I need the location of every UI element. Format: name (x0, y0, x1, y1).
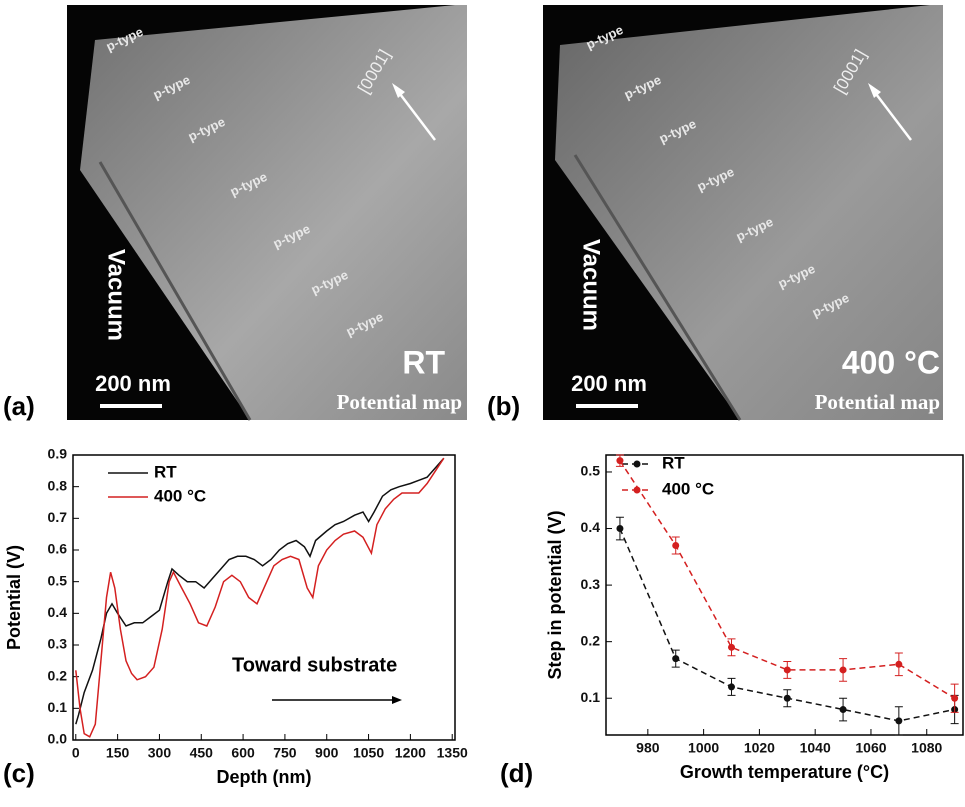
x-tick-label: 1080 (911, 740, 942, 756)
edge (98, 161, 252, 421)
y-tick-label: 0.5 (581, 463, 601, 479)
y-tick-label: 0.2 (581, 632, 601, 648)
x-axis-label: Growth temperature (°C) (680, 762, 889, 782)
sample-region (80, 5, 467, 420)
y-tick-label: 0.3 (581, 576, 601, 592)
legend-label: RT (154, 462, 177, 481)
legend-label: 400 °C (154, 486, 206, 505)
marker (616, 525, 624, 533)
x-axis-label: Depth (nm) (217, 767, 312, 787)
marker (951, 694, 959, 702)
x-tick-label: 0 (72, 745, 80, 761)
y-axis-label: Potential (V) (4, 545, 24, 650)
edge (573, 154, 742, 421)
map-label: Potential map (815, 390, 940, 414)
y-tick-label: 0.1 (581, 689, 601, 705)
x-tick-label: 980 (636, 740, 660, 756)
plot-frame (605, 454, 964, 736)
marker (728, 683, 736, 691)
y-tick-label: 0.1 (48, 699, 68, 715)
x-tick-label: 1060 (855, 740, 886, 756)
arrow-head (392, 83, 405, 98)
vacuum-label: Vacuum (578, 239, 605, 331)
x-tick-label: 300 (148, 745, 172, 761)
marker (728, 643, 736, 651)
x-tick-label: 600 (231, 745, 255, 761)
x-tick-label: 1000 (688, 740, 719, 756)
scale-label: 200 nm (571, 371, 647, 396)
marker (783, 694, 791, 702)
marker (672, 655, 680, 663)
y-tick-label: 0.7 (48, 509, 68, 525)
y-tick-label: 0.5 (48, 572, 68, 588)
scale-label: 200 nm (95, 371, 171, 396)
y-axis-label: Step in potential (V) (545, 510, 565, 679)
condition-label: 400 °C (842, 344, 940, 380)
panel-label: (c) (3, 758, 35, 788)
panel-label: (b) (487, 391, 520, 421)
y-tick-label: 0.8 (48, 477, 68, 493)
y-tick-label: 0.4 (581, 519, 601, 535)
scale-bar (100, 404, 162, 408)
x-tick-label: 1040 (800, 740, 831, 756)
map-label: Potential map (337, 390, 462, 414)
legend-marker (633, 486, 641, 494)
marker (783, 666, 791, 674)
series-line (75, 457, 445, 725)
vacuum-label: Vacuum (103, 249, 130, 341)
marker (895, 717, 903, 725)
sample-region (555, 5, 943, 420)
x-tick-label: 450 (190, 745, 214, 761)
scale-bar (576, 404, 638, 408)
y-tick-label: 0.2 (48, 667, 68, 683)
y-tick-label: 0.4 (48, 604, 68, 620)
x-tick-label: 1020 (744, 740, 775, 756)
y-tick-label: 0.9 (48, 446, 68, 462)
plot-frame (72, 454, 456, 741)
y-tick-label: 0.3 (48, 636, 68, 652)
legend-label: 400 °C (662, 479, 714, 498)
x-tick-label: 1050 (353, 745, 384, 761)
panel-label: (a) (3, 391, 35, 421)
panel-label: (d) (500, 758, 533, 788)
legend-marker (633, 460, 641, 468)
direction-arrow (396, 89, 436, 141)
series-line (75, 457, 445, 738)
marker (672, 542, 680, 550)
marker (616, 457, 624, 465)
direction-arrow (872, 89, 912, 141)
y-tick-label: 0.0 (48, 731, 68, 747)
marker (895, 660, 903, 668)
x-tick-label: 1200 (395, 745, 426, 761)
x-tick-label: 750 (273, 745, 297, 761)
arrow-head (392, 696, 402, 704)
marker (839, 706, 847, 714)
annotation: Toward substrate (232, 654, 397, 676)
arrow-head (868, 83, 881, 98)
marker (839, 666, 847, 674)
legend-label: RT (662, 453, 685, 472)
y-tick-label: 0.6 (48, 541, 68, 557)
x-tick-label: 1350 (437, 745, 468, 761)
x-tick-label: 150 (106, 745, 130, 761)
x-tick-label: 900 (315, 745, 339, 761)
condition-label: RT (402, 344, 445, 380)
